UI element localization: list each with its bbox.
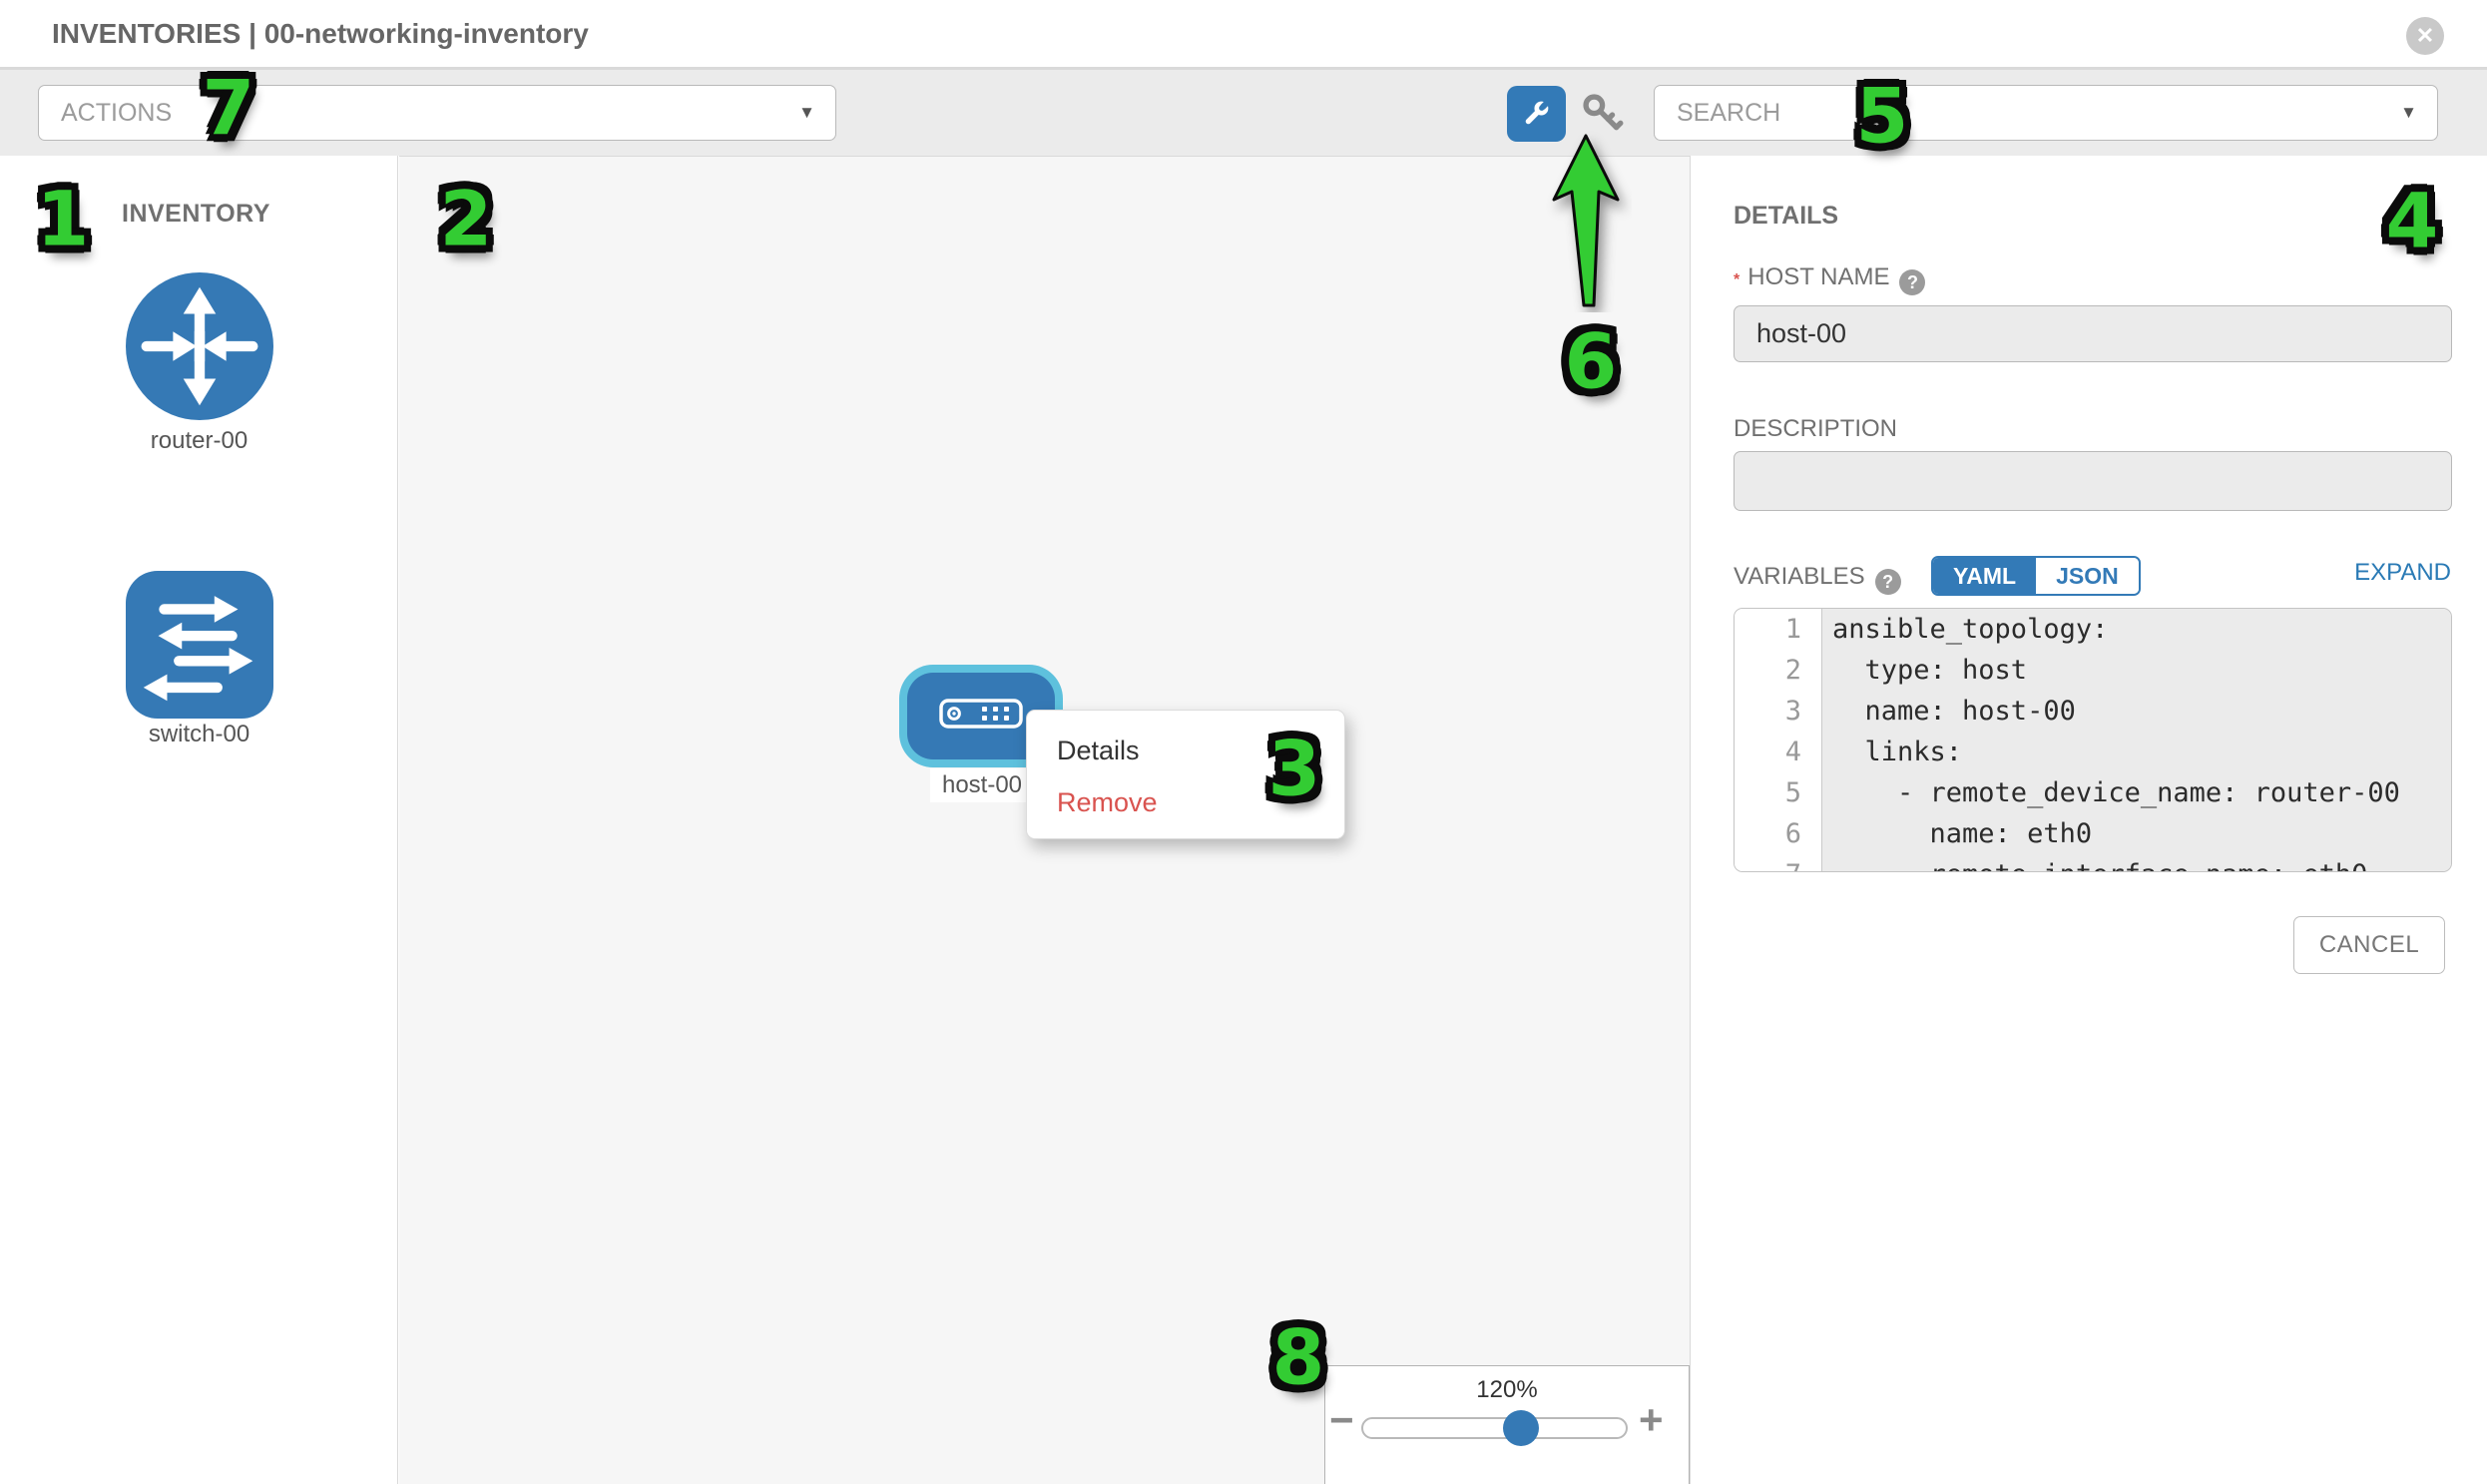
zoom-slider-thumb[interactable] <box>1503 1410 1539 1446</box>
line-text: name: host-00 <box>1822 691 2451 732</box>
line-number: 7 <box>1735 854 1822 871</box>
toolbar: ACTIONS ▼ SEARCH ▼ <box>0 70 2487 156</box>
code-line: 2 type: host <box>1735 650 2451 691</box>
zoom-slider-track[interactable] <box>1361 1417 1628 1439</box>
line-number: 2 <box>1735 650 1822 691</box>
node-context-menu: Details Remove <box>1026 710 1345 839</box>
details-panel: DETAILS * HOST NAME? DESCRIPTION VARIABLE… <box>1690 156 2487 1484</box>
tools-button[interactable] <box>1507 86 1566 142</box>
details-panel-title: DETAILS <box>1734 202 1839 230</box>
line-text: - remote_device_name: router-00 <box>1822 772 2451 813</box>
variables-label: VARIABLES <box>1734 563 1865 590</box>
switch-icon <box>143 596 253 702</box>
close-button[interactable]: ✕ <box>2406 17 2444 55</box>
inventory-sidebar: INVENTORY router-00 <box>0 156 398 1484</box>
sidebar-title: INVENTORY <box>122 200 270 228</box>
line-number: 4 <box>1735 732 1822 772</box>
key-icon <box>1583 94 1624 131</box>
search-dropdown-placeholder: SEARCH <box>1677 99 1781 127</box>
help-question-icon[interactable]: ? <box>1899 269 1926 295</box>
actions-dropdown[interactable]: ACTIONS ▼ <box>38 85 836 141</box>
line-text: links: <box>1822 732 2451 772</box>
context-menu-item-details[interactable]: Details <box>1057 736 1140 765</box>
variables-code-editor[interactable]: 1 ansible_topology: 2 type: host 3 name: … <box>1734 608 2452 872</box>
host-name-label: HOST NAME <box>1747 263 1890 290</box>
cancel-button[interactable]: CANCEL <box>2293 916 2445 974</box>
chevron-down-icon: ▼ <box>798 103 815 122</box>
zoom-out-button[interactable]: − <box>1329 1396 1354 1443</box>
annotation-8: 8 <box>1271 1312 1325 1402</box>
page-header: INVENTORIES | 00-networking-inventory ✕ <box>0 0 2487 70</box>
host-name-label-row: * HOST NAME? <box>1734 263 1926 295</box>
line-number: 1 <box>1735 609 1822 650</box>
code-line: 4 links: <box>1735 732 2451 772</box>
annotation-6: 6 <box>1564 316 1618 406</box>
annotation-1: 1 <box>36 174 90 263</box>
code-line: 3 name: host-00 <box>1735 691 2451 732</box>
zoom-level-label: 120% <box>1476 1376 1538 1403</box>
code-line: 7 remote_interface_name: eth0 <box>1735 854 2451 871</box>
code-line: 1 ansible_topology: <box>1735 609 2451 650</box>
sidebar-item-label: switch-00 <box>148 721 250 747</box>
description-label: DESCRIPTION <box>1734 415 1898 442</box>
code-line: 5 - remote_device_name: router-00 <box>1735 772 2451 813</box>
chevron-down-icon: ▼ <box>2400 103 2417 122</box>
line-text: type: host <box>1822 650 2451 691</box>
router-icon <box>141 286 258 406</box>
line-number: 6 <box>1735 813 1822 854</box>
sidebar-item-switch-00[interactable] <box>126 571 273 719</box>
annotation-7: 7 <box>202 63 255 153</box>
annotation-arrow-up-icon <box>1552 134 1620 307</box>
help-question-icon[interactable]: ? <box>1874 569 1901 595</box>
host-node-label: host-00 <box>929 768 1035 802</box>
close-icon: ✕ <box>2415 23 2435 48</box>
annotation-4: 4 <box>2385 176 2439 265</box>
line-number: 3 <box>1735 691 1822 732</box>
wrench-icon <box>1525 100 1550 125</box>
page-title: INVENTORIES | 00-networking-inventory <box>52 18 589 49</box>
zoom-in-button[interactable]: + <box>1639 1396 1664 1443</box>
toggle-json-button[interactable]: JSON <box>2036 558 2139 594</box>
sidebar-item-label: router-00 <box>150 427 249 454</box>
key-button[interactable] <box>1578 90 1628 138</box>
annotation-3: 3 <box>1267 724 1321 813</box>
actions-dropdown-placeholder: ACTIONS <box>61 99 173 127</box>
host-name-input[interactable] <box>1734 305 2452 362</box>
search-dropdown[interactable]: SEARCH ▼ <box>1654 85 2438 141</box>
toggle-yaml-button[interactable]: YAML <box>1933 558 2037 594</box>
host-server-icon <box>939 699 1023 729</box>
line-number: 5 <box>1735 772 1822 813</box>
code-line: 6 name: eth0 <box>1735 813 2451 854</box>
annotation-2: 2 <box>439 174 493 263</box>
expand-link[interactable]: EXPAND <box>2354 559 2451 586</box>
line-text: name: eth0 <box>1822 813 2451 854</box>
line-text: remote_interface_name: eth0 <box>1822 854 2451 871</box>
description-input[interactable] <box>1734 451 2452 511</box>
context-menu-item-remove[interactable]: Remove <box>1057 787 1158 817</box>
line-text: ansible_topology: <box>1822 609 2451 650</box>
annotation-5: 5 <box>1855 71 1909 161</box>
required-asterisk: * <box>1734 271 1741 288</box>
variables-label-row: VARIABLES? <box>1734 563 1901 595</box>
sidebar-item-router-00[interactable] <box>126 272 273 420</box>
zoom-control: 120% − + <box>1324 1365 1690 1484</box>
variables-format-toggle: YAML JSON <box>1931 556 2141 596</box>
